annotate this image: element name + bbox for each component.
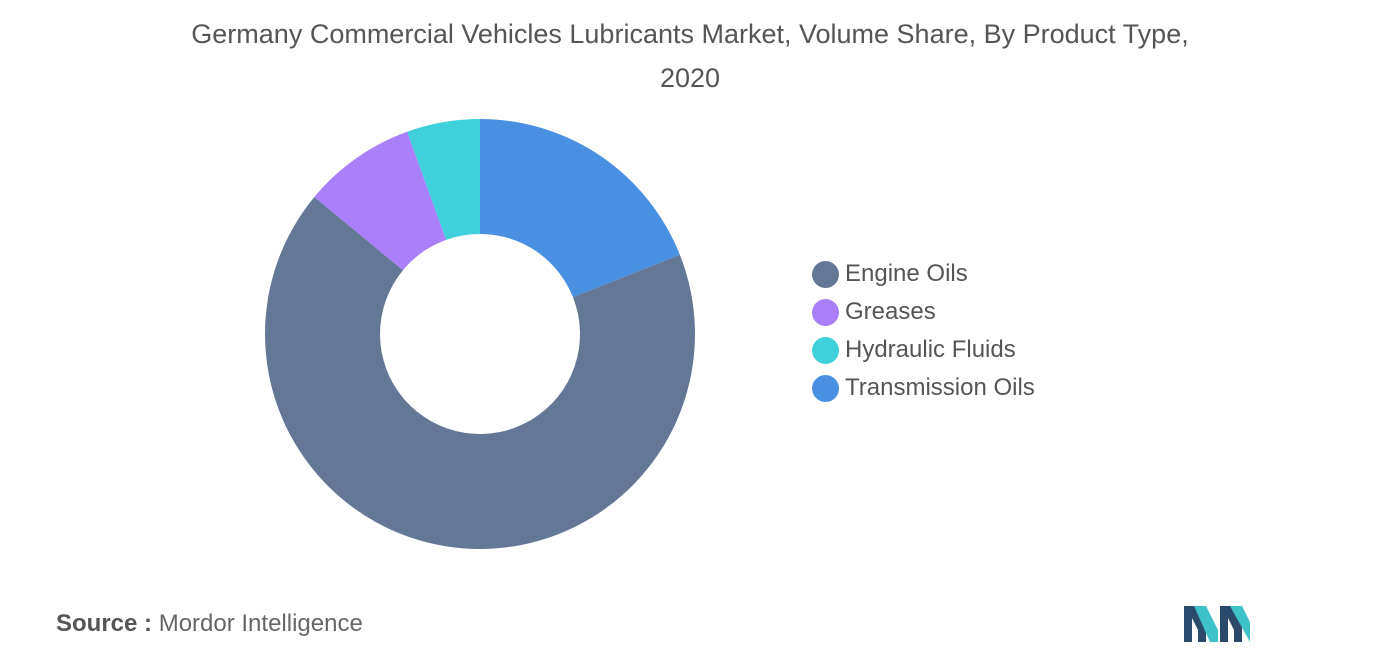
chart-title: Germany Commercial Vehicles Lubricants M… [191,19,1189,93]
source-note: Source : Mordor Intelligence [56,610,363,638]
legend-label: Engine Oils [845,260,968,287]
legend-item-transmission-oils[interactable]: Transmission Oils [812,369,1035,407]
legend-item-engine-oils[interactable]: Engine Oils [812,255,1035,293]
legend-label: Transmission Oils [845,374,1035,401]
legend-label: Greases [845,298,936,325]
legend-item-hydraulic-fluids[interactable]: Hydraulic Fluids [812,331,1035,369]
legend-swatch-hydraulic-fluids [812,336,839,364]
slice-greases[interactable] [314,131,447,271]
source-prefix: Source : [56,610,153,637]
legend-swatch-transmission-oils [812,374,839,402]
slice-transmission-oils[interactable] [480,119,680,298]
legend-label: Hydraulic Fluids [845,336,1016,363]
legend-swatch-greases [812,298,839,326]
legend-item-greases[interactable]: Greases [812,293,1035,331]
slice-engine-oils[interactable] [264,196,695,550]
source-name: Mordor Intelligence [158,610,363,637]
mordor-intelligence-logo-icon [1184,606,1250,642]
legend: Engine Oils Greases Hydraulic Fluids Tra… [812,255,1035,407]
slice-hydraulic-fluids[interactable] [407,119,480,240]
legend-swatch-engine-oils [812,260,839,288]
